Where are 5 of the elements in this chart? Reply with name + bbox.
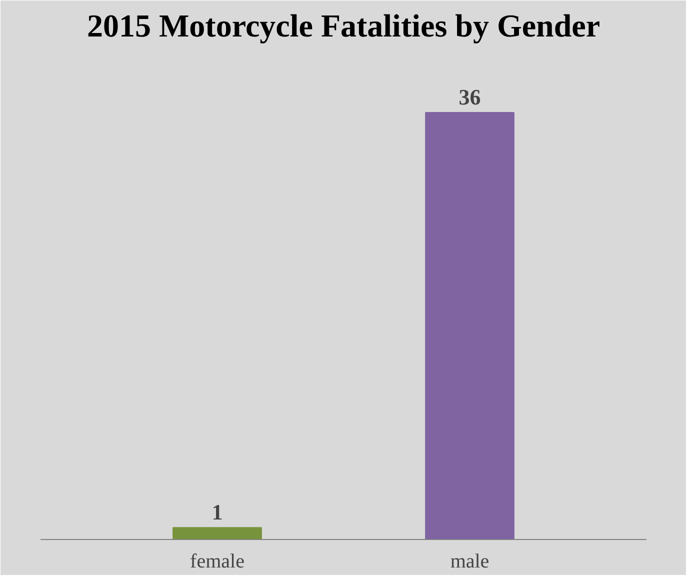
data-label: 1 [212,500,223,525]
data-label: 36 [458,84,481,110]
chart-title: 2015 Motorcycle Fatalities by Gender [86,8,600,44]
x-tick-label: female [190,550,245,572]
x-tick-label: male [450,550,490,572]
